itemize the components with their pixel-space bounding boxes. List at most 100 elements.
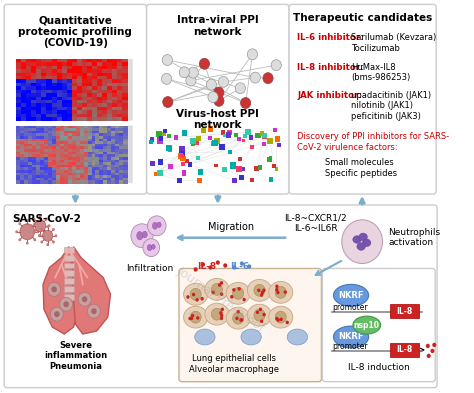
Bar <box>115 131 120 134</box>
Bar <box>88 141 92 144</box>
Bar <box>56 76 62 80</box>
Bar <box>107 79 112 83</box>
Bar <box>52 154 56 158</box>
Bar <box>100 178 104 181</box>
Bar <box>16 59 22 63</box>
Bar <box>24 175 28 178</box>
Bar <box>103 162 108 165</box>
Bar <box>92 114 97 118</box>
Bar <box>230 162 236 169</box>
Bar <box>111 128 116 131</box>
Bar <box>111 125 116 129</box>
Bar <box>68 144 72 147</box>
Bar <box>36 154 40 158</box>
Bar <box>107 66 112 70</box>
Bar <box>41 69 47 73</box>
Circle shape <box>275 311 286 323</box>
Bar <box>123 173 128 176</box>
Circle shape <box>232 288 236 292</box>
Bar <box>68 162 72 165</box>
Bar <box>60 147 64 150</box>
Circle shape <box>219 311 222 315</box>
Circle shape <box>143 239 160 257</box>
Ellipse shape <box>183 306 208 328</box>
Bar <box>16 110 22 114</box>
Circle shape <box>211 308 222 320</box>
Text: SARS-CoV-2: SARS-CoV-2 <box>12 214 82 224</box>
Bar <box>28 147 33 150</box>
Bar <box>112 73 118 77</box>
Circle shape <box>201 297 204 301</box>
Bar <box>44 178 48 181</box>
Bar <box>24 149 28 152</box>
Bar <box>24 141 28 144</box>
Bar <box>97 79 102 83</box>
Bar <box>80 175 84 178</box>
Bar <box>56 144 60 147</box>
Bar <box>80 173 84 176</box>
Bar <box>88 175 92 178</box>
Bar <box>67 90 72 94</box>
Bar <box>102 97 108 101</box>
Bar <box>16 69 22 73</box>
Bar <box>48 180 52 184</box>
Bar <box>100 160 104 163</box>
Circle shape <box>33 231 36 234</box>
Ellipse shape <box>334 326 369 348</box>
Bar <box>111 139 116 142</box>
Bar <box>56 180 60 184</box>
Bar <box>32 170 36 173</box>
Bar <box>44 157 48 160</box>
Bar <box>92 59 97 63</box>
Bar <box>44 131 48 134</box>
Bar <box>92 79 97 83</box>
Bar <box>97 97 102 101</box>
Bar <box>77 83 82 87</box>
Bar <box>26 76 32 80</box>
Bar <box>107 73 112 77</box>
Bar <box>40 131 45 134</box>
Bar <box>28 157 33 160</box>
Bar <box>97 100 102 104</box>
Bar <box>16 107 22 111</box>
Bar <box>88 133 92 136</box>
Ellipse shape <box>269 306 293 328</box>
Bar <box>88 167 92 171</box>
Bar <box>92 62 97 66</box>
Bar <box>56 133 60 136</box>
Bar <box>188 162 192 167</box>
Bar <box>44 175 48 178</box>
Bar <box>115 147 120 150</box>
Bar <box>36 103 42 107</box>
Bar <box>238 156 242 161</box>
Bar <box>274 167 278 171</box>
Bar <box>60 178 64 181</box>
Bar <box>77 110 82 114</box>
Bar <box>82 79 87 83</box>
Bar <box>82 97 87 101</box>
Bar <box>97 59 102 63</box>
Bar <box>97 93 102 97</box>
Bar <box>119 131 124 134</box>
Bar <box>41 117 47 121</box>
Bar <box>277 143 281 147</box>
Bar <box>123 141 128 144</box>
Bar <box>87 103 92 107</box>
Text: Intra-viral PPI
network: Intra-viral PPI network <box>177 15 259 37</box>
Bar <box>41 103 47 107</box>
Bar <box>83 154 88 158</box>
Bar <box>26 90 32 94</box>
Bar <box>21 79 27 83</box>
Bar <box>36 162 40 165</box>
Bar <box>46 100 52 104</box>
Bar <box>72 152 76 155</box>
Bar <box>80 180 84 184</box>
Bar <box>111 170 116 173</box>
Bar <box>52 152 56 155</box>
Bar <box>158 159 164 165</box>
Bar <box>21 59 27 63</box>
Bar <box>112 117 118 121</box>
Bar <box>21 90 27 94</box>
Bar <box>119 152 124 155</box>
Bar <box>36 160 40 163</box>
